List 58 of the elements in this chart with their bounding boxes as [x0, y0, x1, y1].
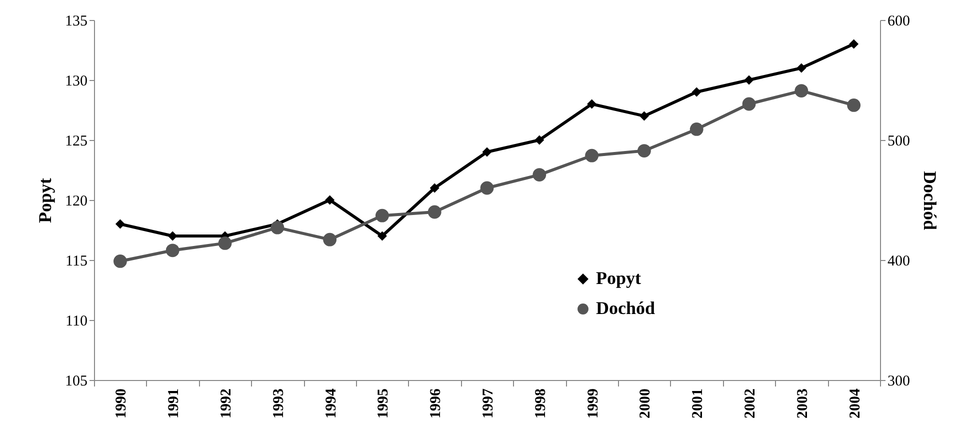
- point: [166, 244, 180, 258]
- x-tick-label: 1996: [428, 388, 444, 418]
- y2-tick-label: 500: [888, 134, 910, 150]
- y2-tick-label: 600: [888, 14, 910, 30]
- point: [428, 205, 442, 219]
- y-tick-label: 120: [65, 194, 88, 210]
- x-tick-label: 1990: [114, 388, 130, 418]
- point: [532, 168, 546, 182]
- point: [325, 195, 335, 205]
- point: [113, 254, 127, 268]
- point: [742, 97, 756, 111]
- x-tick-label: 1995: [376, 388, 392, 418]
- point: [534, 135, 544, 145]
- point: [796, 63, 806, 73]
- point: [690, 122, 704, 136]
- legend-label: Popyt: [596, 268, 642, 288]
- point: [218, 236, 232, 250]
- point: [849, 39, 859, 49]
- y-axis-title: Popyt: [35, 178, 55, 223]
- point: [375, 208, 389, 222]
- x-tick-label: 1994: [323, 388, 340, 418]
- x-tick-label: 2002: [742, 388, 758, 418]
- x-tick-label: 2000: [638, 388, 654, 418]
- point: [847, 98, 861, 112]
- point: [794, 84, 808, 98]
- point: [430, 183, 440, 193]
- point: [587, 99, 597, 109]
- y-tick-label: 125: [65, 134, 88, 150]
- x-tick-label: 1999: [585, 388, 602, 418]
- point: [585, 148, 599, 162]
- y-tick-label: 135: [65, 14, 88, 30]
- legend-label: Dochód: [596, 298, 656, 318]
- x-tick-label: 2003: [794, 388, 811, 418]
- point: [480, 181, 494, 195]
- y2-tick-label: 300: [888, 374, 910, 390]
- point: [115, 219, 125, 229]
- y2-axis-title: Dochód: [920, 170, 940, 230]
- y-tick-label: 105: [65, 374, 88, 390]
- point: [482, 147, 492, 157]
- point: [744, 75, 754, 85]
- y-tick-label: 110: [66, 314, 88, 330]
- x-tick-label: 1993: [270, 388, 287, 418]
- x-tick-label: 1992: [218, 388, 234, 418]
- point: [168, 231, 178, 241]
- x-tick-label: 1997: [480, 388, 496, 418]
- y-tick-label: 115: [66, 254, 88, 270]
- y-tick-label: 130: [65, 74, 88, 90]
- x-tick-label: 1998: [532, 388, 549, 418]
- x-tick-label: 2004: [847, 388, 864, 418]
- y2-tick-label: 400: [888, 254, 910, 270]
- point: [637, 144, 651, 158]
- point: [692, 87, 702, 97]
- point: [377, 231, 387, 241]
- point: [639, 111, 649, 121]
- point: [270, 220, 284, 234]
- x-tick-label: 2001: [690, 388, 706, 418]
- point: [323, 232, 337, 246]
- x-tick-label: 1991: [166, 388, 182, 418]
